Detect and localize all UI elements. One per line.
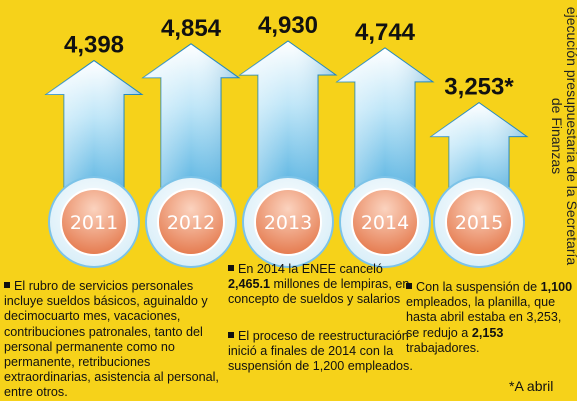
note-sueldos-2014: En 2014 la ENEE canceló 2,465.1 millones…	[228, 262, 410, 307]
note-servicios-personales: El rubro de servicios personales incluye…	[4, 279, 219, 400]
year-label-2013: 2013	[264, 212, 312, 234]
value-label-2012: 4,854	[161, 15, 222, 42]
value-label-2013: 4,930	[258, 12, 318, 39]
bar-sheen-2011	[46, 60, 142, 222]
year-label-2015: 2015	[455, 212, 503, 234]
year-label-2012: 2012	[167, 212, 215, 234]
value-label-2015: 3,253*	[444, 74, 514, 101]
note-suspension: Con la suspensión de 1,100 empleados, la…	[406, 280, 573, 355]
year-badge-2014	[351, 188, 419, 256]
bar-sheen-2012	[143, 43, 239, 222]
bar-sheen-2014	[337, 47, 433, 223]
year-label-2014: 2014	[361, 212, 409, 234]
value-label-2011: 4,398	[64, 32, 124, 59]
year-badge-2012	[157, 188, 225, 256]
bullet-icon	[228, 332, 234, 338]
value-label-2014: 4,744	[355, 19, 416, 46]
source-note: Fuente: Informes de evaluación y ejecuci…	[549, 6, 577, 266]
bullet-icon	[228, 265, 234, 271]
year-badge-2013	[254, 188, 322, 256]
year-label-2011: 2011	[70, 212, 118, 234]
year-badge-2015	[445, 188, 513, 256]
bullet-icon	[4, 282, 10, 288]
bar-sheen-2013	[240, 41, 336, 222]
footnote: *A abril	[509, 378, 554, 394]
bullet-icon	[406, 283, 412, 289]
year-badge-2011	[60, 188, 128, 256]
arrow-bar-chart: 4,398 2011 4,854 2012 4,930 2013 4,744 2014 3,25…	[44, 12, 529, 268]
note-reestructuracion: El proceso de reestructuración inició a …	[228, 329, 413, 374]
